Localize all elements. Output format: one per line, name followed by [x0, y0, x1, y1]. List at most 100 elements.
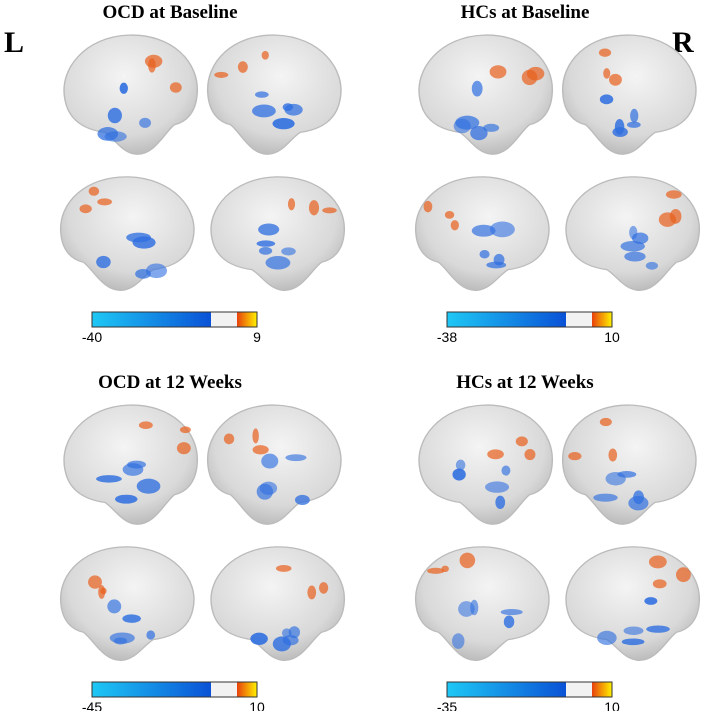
brain-surface — [60, 546, 195, 661]
orange-cluster — [275, 564, 292, 572]
blue-cluster — [593, 493, 618, 502]
brain-surface — [562, 404, 697, 525]
orange-cluster — [608, 448, 618, 462]
brain-view — [415, 176, 550, 291]
blue-cluster — [136, 478, 161, 494]
blue-cluster — [633, 490, 644, 505]
colorbar-max: 9 — [253, 329, 261, 345]
blue-cluster — [495, 495, 506, 510]
orange-cluster — [144, 54, 163, 68]
orange-cluster — [169, 82, 182, 93]
orange-cluster — [648, 555, 667, 569]
brain-surface — [63, 34, 198, 155]
orange-cluster — [658, 212, 677, 227]
blue-cluster — [470, 126, 488, 141]
orange-cluster — [252, 445, 269, 455]
blue-cluster — [146, 630, 156, 640]
orange-cluster — [138, 421, 153, 430]
blue-cluster — [612, 127, 628, 137]
orange-cluster — [515, 436, 528, 447]
blue-cluster — [252, 104, 276, 118]
brain-view — [562, 404, 697, 525]
blue-cluster — [455, 115, 480, 130]
colorbar — [446, 681, 613, 698]
brain-view — [210, 176, 345, 291]
blue-cluster — [503, 615, 515, 629]
blue-cluster — [139, 117, 151, 128]
blue-cluster — [483, 123, 500, 132]
blue-cluster — [255, 91, 269, 98]
brain-view — [63, 34, 198, 155]
brain-view — [60, 176, 195, 291]
orange-cluster — [223, 433, 235, 445]
orange-cluster — [603, 68, 611, 79]
orange-cluster — [423, 200, 433, 213]
colorbar-min: -38 — [437, 329, 457, 345]
blue-cluster — [132, 236, 156, 249]
brain-view — [63, 404, 198, 525]
colorbar-min: -45 — [82, 699, 102, 711]
blue-cluster — [485, 481, 510, 493]
blue-cluster — [617, 471, 637, 478]
blue-cluster — [284, 103, 303, 116]
blue-cluster — [624, 251, 646, 262]
orange-cluster — [79, 204, 92, 214]
orange-cluster — [676, 567, 691, 583]
blue-cluster — [107, 599, 122, 614]
orange-cluster — [444, 211, 455, 219]
panel-title: OCD at Baseline — [102, 2, 237, 23]
blue-cluster — [644, 597, 658, 605]
panel-title: HCs at Baseline — [461, 2, 590, 23]
blue-cluster — [261, 453, 279, 469]
blue-cluster — [250, 632, 268, 645]
blue-cluster — [452, 633, 465, 649]
blue-cluster — [258, 223, 280, 236]
orange-cluster — [97, 198, 112, 206]
orange-cluster — [252, 428, 259, 444]
orange-cluster — [237, 61, 248, 73]
blue-cluster — [645, 261, 658, 270]
blue-cluster — [122, 614, 141, 623]
orange-cluster — [261, 50, 269, 60]
orange-cluster — [307, 585, 317, 600]
orange-cluster — [599, 417, 612, 427]
blue-cluster — [630, 108, 639, 123]
orange-cluster — [308, 200, 320, 216]
brain-view — [415, 546, 550, 661]
blue-cluster — [646, 625, 670, 633]
blue-cluster — [489, 221, 515, 238]
blue-cluster — [256, 240, 276, 247]
colorbar-max: 10 — [249, 699, 265, 711]
blue-cluster — [597, 630, 617, 645]
blue-cluster — [479, 250, 490, 259]
blue-cluster — [104, 131, 127, 142]
blue-cluster — [471, 224, 496, 237]
blue-cluster — [259, 481, 278, 495]
blue-cluster — [626, 121, 641, 128]
blue-cluster — [115, 494, 138, 504]
orange-cluster — [98, 585, 106, 599]
orange-cluster — [524, 448, 536, 461]
left-label: L — [4, 26, 24, 59]
brain-view — [562, 34, 697, 155]
panel-title: OCD at 12 Weeks — [98, 372, 242, 393]
blue-cluster — [501, 465, 511, 476]
blue-cluster — [294, 494, 310, 506]
orange-cluster — [179, 426, 191, 434]
blue-cluster — [493, 253, 505, 266]
brain-view — [565, 176, 700, 291]
orange-cluster — [598, 48, 612, 57]
orange-cluster — [322, 207, 337, 214]
orange-cluster — [652, 579, 667, 589]
blue-cluster — [127, 460, 146, 469]
orange-cluster — [609, 73, 622, 86]
colorbar-min: -35 — [437, 699, 457, 711]
brain-surface — [207, 34, 342, 155]
blue-cluster — [599, 94, 614, 105]
blue-cluster — [119, 82, 128, 94]
blue-cluster — [285, 454, 307, 462]
orange-cluster — [489, 65, 507, 79]
brain-surface — [210, 176, 345, 291]
blue-cluster — [258, 246, 273, 255]
brain-surface — [562, 34, 697, 155]
